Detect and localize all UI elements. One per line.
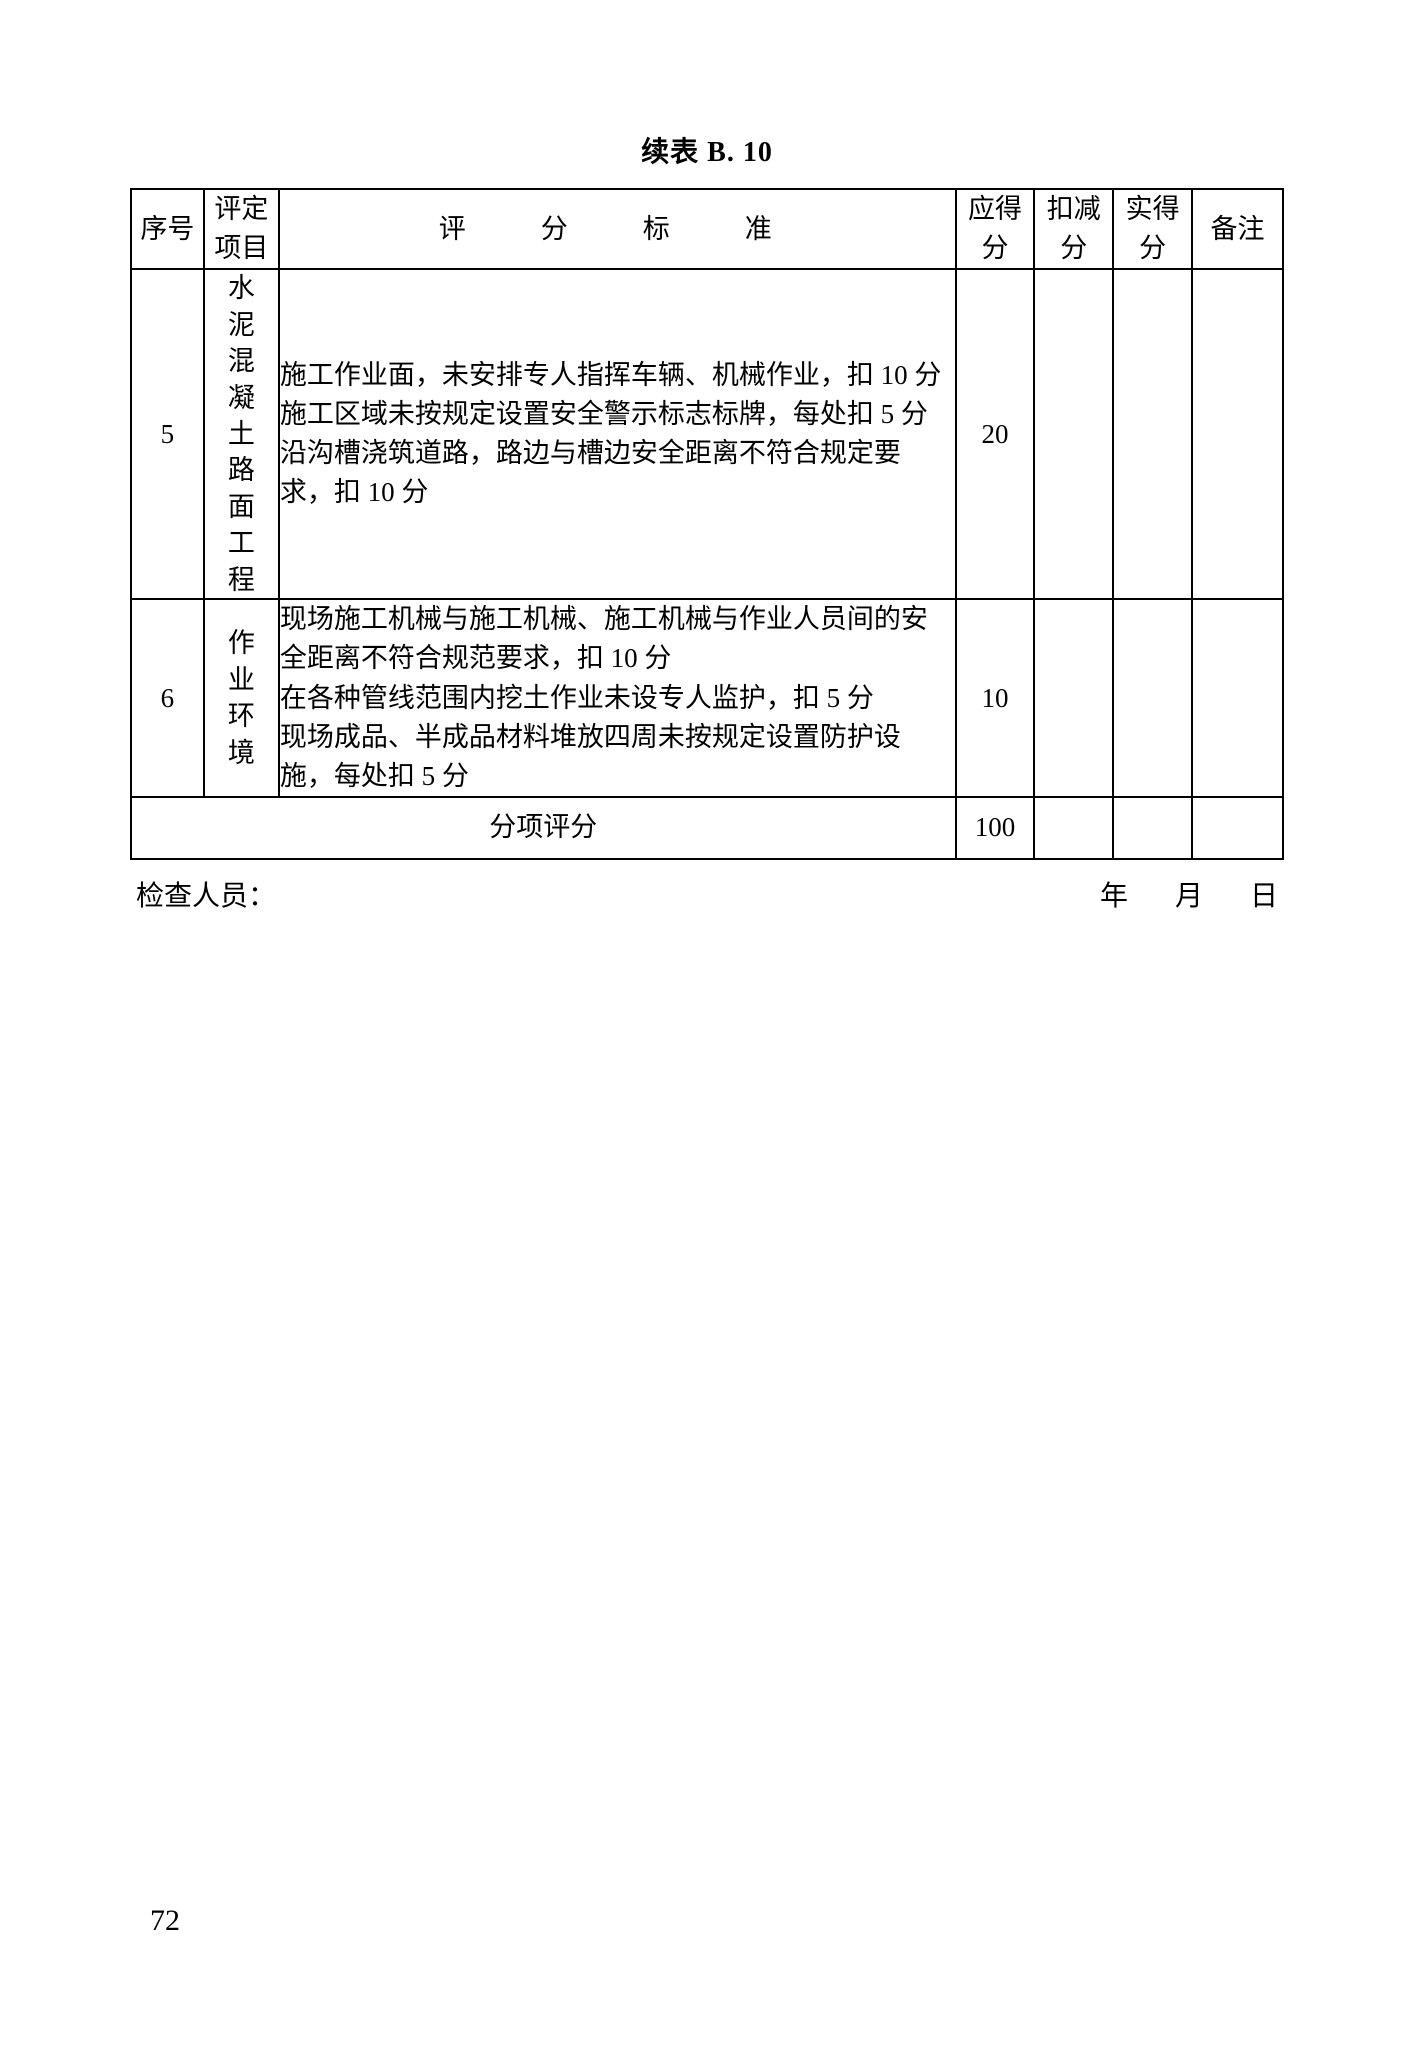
footer-line: 检查人员： 年 月 日 [130, 874, 1284, 914]
col-item-header: 评定项目 [204, 189, 279, 269]
scoring-table: 序号 评定项目 评 分 标 准 应得分 扣减分 实得分 备注 5 水泥混凝土路面… [130, 188, 1284, 860]
cell-criteria: 现场施工机械与施工机械、施工机械与作业人员间的安全距离不符合规范要求，扣 10 … [279, 599, 956, 797]
cell-note [1192, 269, 1283, 599]
table-row: 5 水泥混凝土路面工程 施工作业面，未安排专人指挥车辆、机械作业，扣 10 分施… [131, 269, 1283, 599]
cell-actual [1113, 599, 1192, 797]
col-deduct-header: 扣减分 [1034, 189, 1113, 269]
summary-label: 分项评分 [131, 797, 956, 859]
cell-deduct [1034, 599, 1113, 797]
day-label: 日 [1250, 881, 1278, 912]
table-body: 5 水泥混凝土路面工程 施工作业面，未安排专人指挥车辆、机械作业，扣 10 分施… [131, 269, 1283, 859]
year-label: 年 [1100, 881, 1128, 912]
cell-should: 20 [956, 269, 1035, 599]
cell-note [1192, 599, 1283, 797]
month-label: 月 [1175, 881, 1203, 912]
summary-actual [1113, 797, 1192, 859]
table-summary-row: 分项评分 100 [131, 797, 1283, 859]
summary-deduct [1034, 797, 1113, 859]
summary-note [1192, 797, 1283, 859]
cell-item: 水泥混凝土路面工程 [204, 269, 279, 599]
page-number: 72 [150, 1904, 180, 1938]
date-labels: 年 月 日 [1060, 874, 1278, 914]
table-title: 续表 B. 10 [130, 130, 1284, 170]
cell-should: 10 [956, 599, 1035, 797]
cell-deduct [1034, 269, 1113, 599]
col-criteria-header: 评 分 标 准 [279, 189, 956, 269]
cell-criteria: 施工作业面，未安排专人指挥车辆、机械作业，扣 10 分施工区域未按规定设置安全警… [279, 269, 956, 599]
cell-seq: 6 [131, 599, 204, 797]
page-container: 续表 B. 10 序号 评定项目 评 分 标 准 应得分 扣减分 实得分 备注 [0, 0, 1414, 914]
col-actual-header: 实得分 [1113, 189, 1192, 269]
cell-item: 作业环境 [204, 599, 279, 797]
table-row: 6 作业环境 现场施工机械与施工机械、施工机械与作业人员间的安全距离不符合规范要… [131, 599, 1283, 797]
summary-total: 100 [956, 797, 1035, 859]
cell-actual [1113, 269, 1192, 599]
col-note-header: 备注 [1192, 189, 1283, 269]
cell-seq: 5 [131, 269, 204, 599]
col-should-header: 应得分 [956, 189, 1035, 269]
inspector-label: 检查人员： [136, 874, 276, 914]
col-seq-header: 序号 [131, 189, 204, 269]
table-header-row: 序号 评定项目 评 分 标 准 应得分 扣减分 实得分 备注 [131, 189, 1283, 269]
